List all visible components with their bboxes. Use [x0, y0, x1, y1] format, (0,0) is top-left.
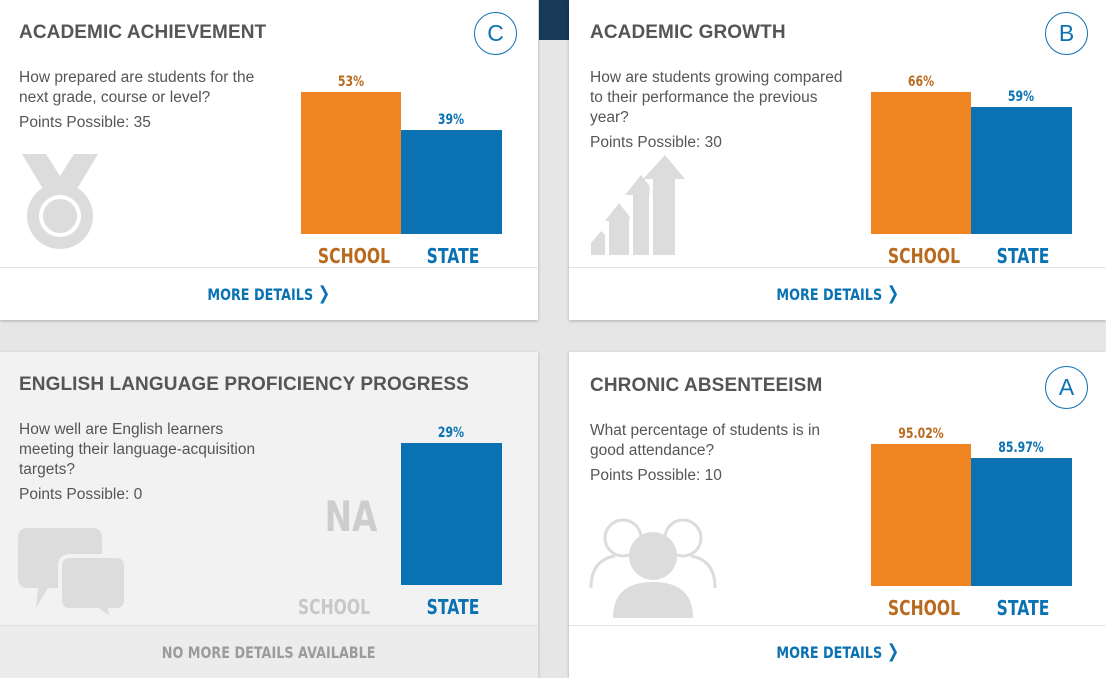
question-text: How well are English learners meeting th… — [19, 421, 256, 478]
school-axis-label: SCHOOL — [887, 244, 961, 268]
card-footer: MORE DETAILS ❯ — [0, 267, 538, 320]
points-possible: Points Possible: 10 — [590, 467, 722, 484]
school-axis-label: SCHOOL — [297, 595, 371, 619]
more-details-link[interactable]: MORE DETAILS ❯ — [776, 643, 899, 662]
more-details-link[interactable]: MORE DETAILS ❯ — [208, 285, 331, 304]
school-axis-label: SCHOOL — [317, 244, 391, 268]
card-description: How well are English learners meeting th… — [19, 420, 279, 505]
more-details-label: MORE DETAILS — [207, 284, 314, 304]
chevron-right-icon: ❯ — [318, 283, 331, 304]
state-axis-label: STATE — [996, 244, 1050, 268]
school-value-label: 95.02% — [898, 426, 944, 442]
chevron-right-icon: ❯ — [886, 641, 899, 662]
card-description: What percentage of students is in good a… — [590, 421, 850, 486]
state-value-label: 85.97% — [998, 440, 1044, 456]
state-value-label: 59% — [1007, 89, 1035, 105]
chronic-absenteeism-card: CHRONIC ABSENTEEISM A What percentage of… — [569, 352, 1106, 678]
card-footer: MORE DETAILS ❯ — [569, 625, 1106, 678]
academic-achievement-card: ACADEMIC ACHIEVEMENT C How prepared are … — [0, 0, 538, 320]
card-footer: NO MORE DETAILS AVAILABLE — [0, 625, 538, 678]
speech-bubbles-icon — [18, 528, 126, 620]
question-text: How are students growing compared to the… — [590, 69, 843, 126]
points-possible: Points Possible: 35 — [19, 114, 151, 131]
no-more-details-label: NO MORE DETAILS AVAILABLE — [162, 642, 376, 662]
english-language-proficiency-card: ENGLISH LANGUAGE PROFICIENCY PROGRESS Ho… — [0, 352, 538, 678]
card-title: ACADEMIC ACHIEVEMENT — [19, 22, 267, 43]
card-title: ENGLISH LANGUAGE PROFICIENCY PROGRESS — [19, 374, 469, 395]
state-bar — [401, 443, 502, 585]
grade-badge: B — [1045, 12, 1088, 55]
points-possible: Points Possible: 0 — [19, 486, 143, 503]
more-details-link[interactable]: MORE DETAILS ❯ — [776, 285, 899, 304]
people-group-icon — [589, 518, 717, 618]
card-description: How are students growing compared to the… — [590, 68, 850, 153]
school-axis-label: SCHOOL — [887, 596, 961, 620]
card-title: ACADEMIC GROWTH — [590, 22, 786, 43]
grade-badge: A — [1045, 366, 1088, 409]
state-value-label: 29% — [437, 425, 465, 441]
state-bar — [971, 107, 1072, 234]
medal-icon — [22, 154, 98, 249]
chevron-right-icon: ❯ — [886, 283, 899, 304]
question-text: What percentage of students is in good a… — [590, 422, 821, 459]
school-value-label: 66% — [907, 74, 935, 90]
question-text: How prepared are students for the next g… — [19, 69, 255, 106]
state-value-label: 39% — [437, 112, 465, 128]
school-value-label: 53% — [337, 74, 365, 90]
points-possible: Points Possible: 30 — [590, 134, 722, 151]
school-bar — [871, 444, 971, 586]
card-description: How prepared are students for the next g… — [19, 68, 279, 133]
grade-badge: C — [474, 12, 517, 55]
more-details-label: MORE DETAILS — [776, 284, 882, 304]
card-footer: MORE DETAILS ❯ — [569, 267, 1106, 320]
state-bar — [401, 130, 502, 234]
state-axis-label: STATE — [426, 595, 480, 619]
na-indicator: NA — [324, 492, 378, 541]
top-divider-strip — [539, 0, 569, 40]
state-axis-label: STATE — [996, 596, 1050, 620]
growth-arrows-icon — [591, 155, 685, 255]
more-details-label: MORE DETAILS — [776, 642, 882, 662]
card-title: CHRONIC ABSENTEEISM — [590, 375, 823, 396]
state-axis-label: STATE — [426, 244, 480, 268]
academic-growth-card: ACADEMIC GROWTH B How are students growi… — [569, 0, 1106, 320]
state-bar — [971, 458, 1072, 586]
school-bar — [301, 92, 401, 234]
school-bar — [871, 92, 971, 234]
